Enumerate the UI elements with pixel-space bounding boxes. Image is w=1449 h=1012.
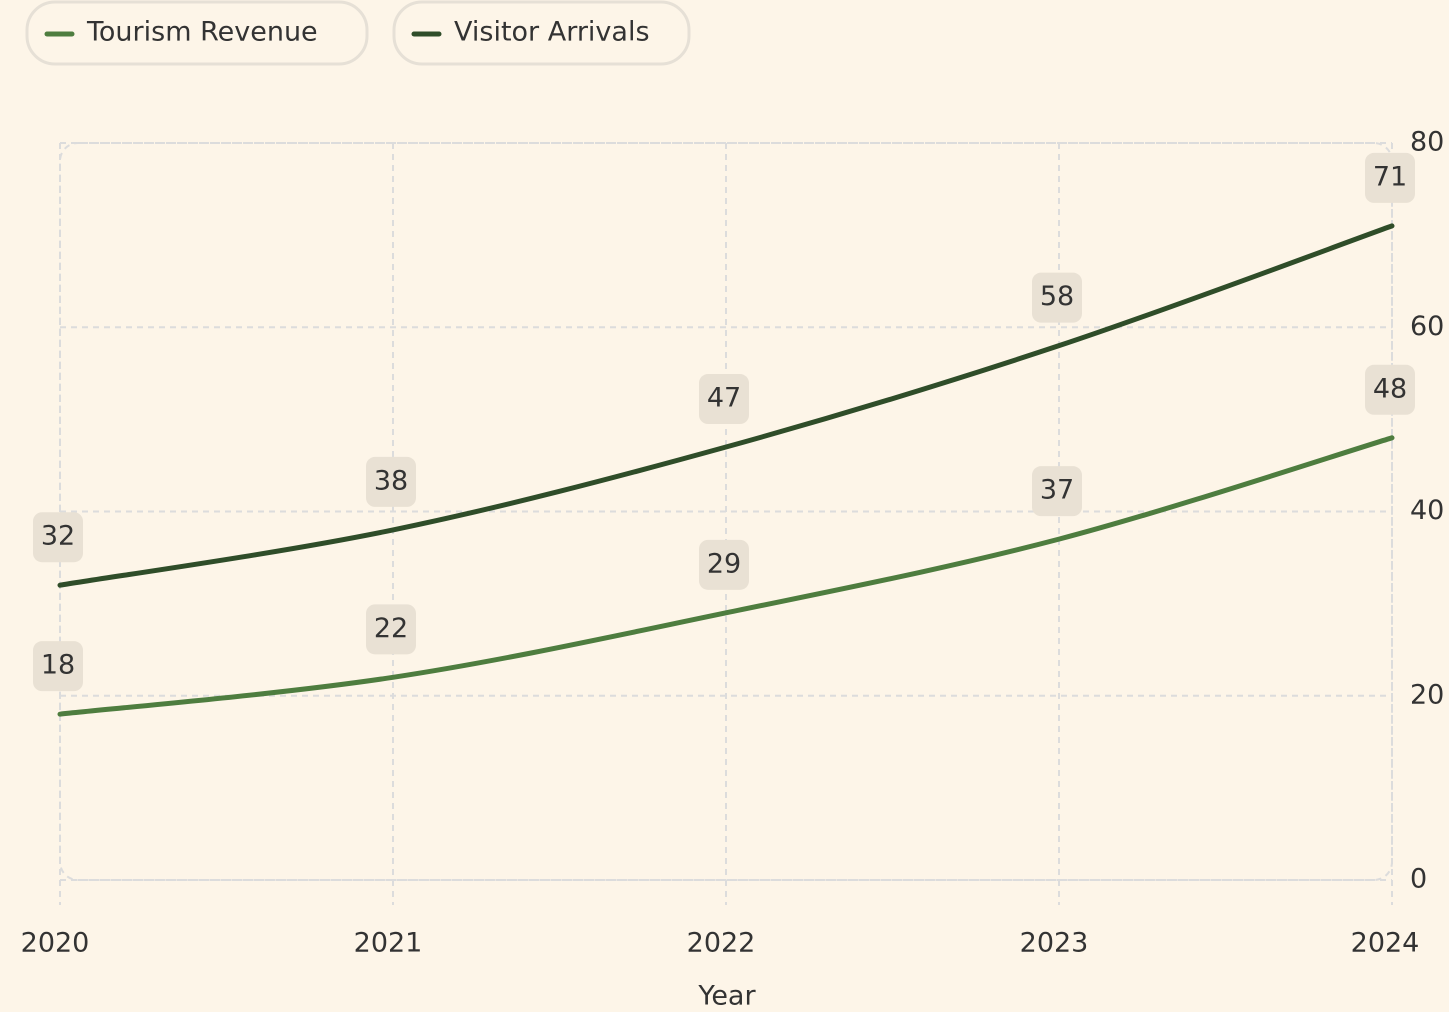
y-tick-label: 40	[1410, 495, 1444, 526]
data-label: 32	[41, 521, 75, 552]
data-label-box	[1032, 466, 1082, 517]
data-label-box	[1032, 272, 1082, 323]
data-label: 71	[1373, 161, 1407, 192]
x-tick-label: 2022	[687, 928, 756, 959]
y-tick-label: 80	[1410, 127, 1444, 158]
data-label-box	[1365, 364, 1415, 415]
data-label-box	[1365, 152, 1415, 203]
data-label-box	[699, 539, 749, 590]
data-label: 37	[1040, 475, 1074, 506]
legend-label: Visitor Arrivals	[454, 17, 650, 48]
legend-label: Tourism Revenue	[86, 17, 318, 48]
x-tick-label: 2021	[354, 928, 423, 959]
x-axis-title: Year	[697, 981, 756, 1012]
y-tick-label: 20	[1410, 679, 1444, 710]
series-line	[57, 223, 1395, 588]
data-label-box	[33, 512, 83, 563]
data-label: 22	[374, 613, 408, 644]
series-line	[57, 435, 1395, 717]
data-label: 38	[374, 465, 408, 496]
legend-pill	[392, 0, 691, 66]
data-label: 18	[41, 650, 75, 681]
data-label: 58	[1040, 281, 1074, 312]
legend-pill	[25, 0, 369, 66]
data-label-box	[366, 604, 416, 655]
data-label-box	[33, 641, 83, 692]
data-label-box	[366, 456, 416, 507]
data-label: 29	[707, 548, 741, 579]
y-tick-label: 60	[1410, 311, 1444, 342]
x-tick-label: 2023	[1020, 928, 1089, 959]
data-label-box	[699, 374, 749, 425]
data-label: 47	[707, 383, 741, 414]
y-tick-label: 0	[1410, 864, 1427, 895]
x-tick-label: 2020	[21, 928, 90, 959]
data-label: 48	[1373, 373, 1407, 404]
x-tick-label: 2024	[1351, 928, 1420, 959]
